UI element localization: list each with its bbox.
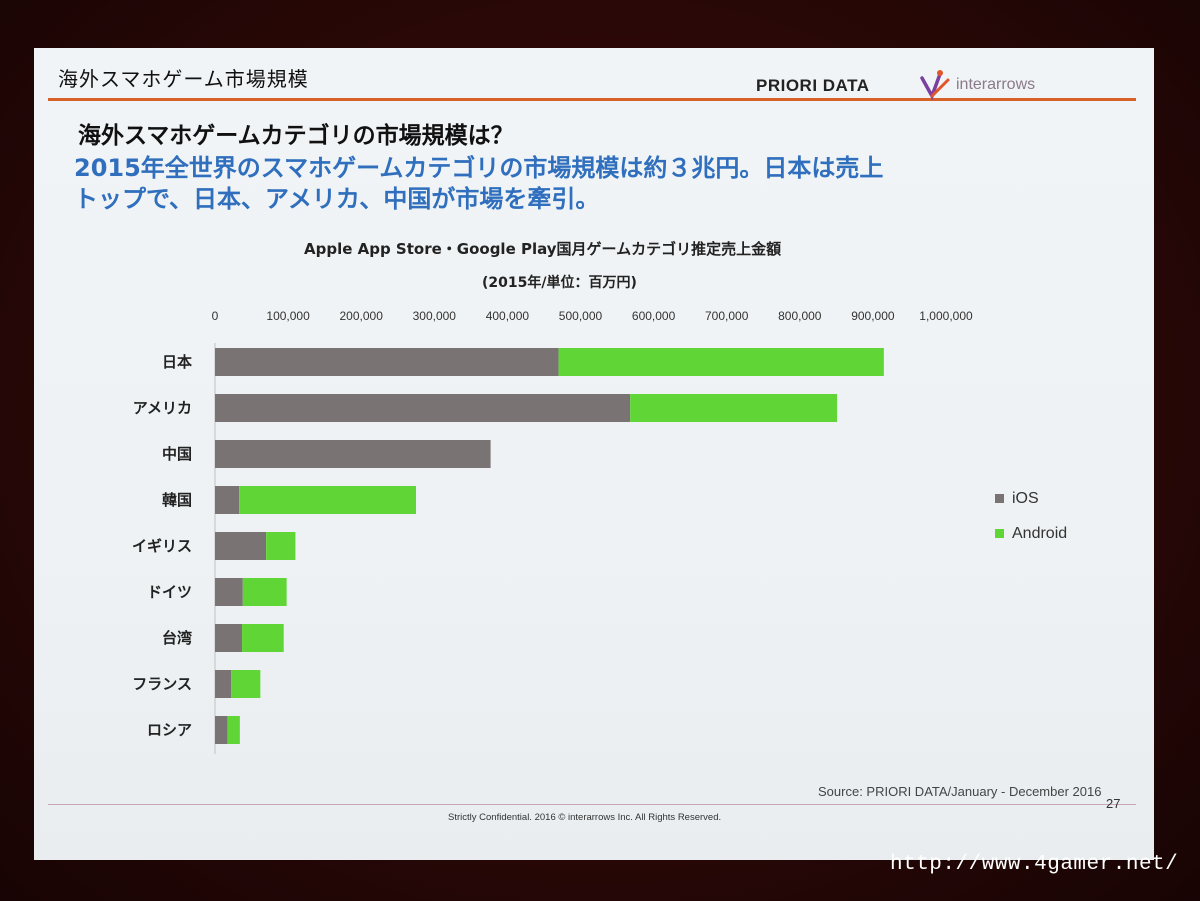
stacked-bar-chart: 0 100,000 200,000 300,000 400,000 500,000 600,…	[132, 309, 1067, 754]
legend-android-swatch	[995, 529, 1004, 538]
android-bar	[266, 532, 296, 560]
x-tick-label: 900,000	[851, 309, 895, 323]
category-label: 台湾	[162, 629, 192, 647]
legend-ios-swatch	[995, 494, 1004, 503]
legend-ios-label: iOS	[1012, 490, 1039, 507]
x-tick-label: 100,000	[266, 309, 310, 323]
android-bar	[630, 394, 838, 422]
ios-bar	[215, 578, 243, 606]
watermark-url: http://www.4gamer.net/	[890, 853, 1179, 876]
android-bar	[558, 348, 884, 376]
x-tick-label: 0	[212, 309, 219, 323]
confidential-notice: Strictly Confidential. 2016 © interarrow…	[448, 812, 722, 823]
interarrows-wordmark: interarrows	[956, 76, 1036, 93]
ios-bar	[215, 532, 267, 560]
android-bar	[239, 486, 417, 514]
android-bar	[227, 716, 240, 744]
source-note: Source: PRIORI DATA/January - December 2…	[818, 784, 1102, 799]
category-label: フランス	[132, 675, 192, 693]
slide-summary-line-2: トップで、日本、アメリカ、中国が市場を牽引。	[74, 185, 600, 213]
ios-bar	[215, 394, 631, 422]
slide-header-title: 海外スマホゲーム市場規模	[58, 67, 309, 91]
category-label: アメリカ	[133, 399, 192, 417]
slide-question-heading: 海外スマホゲームカテゴリの市場規模は？	[78, 123, 514, 149]
category-label: イギリス	[132, 537, 192, 555]
chart-title: Apple App Store・Google Play国月ゲームカテゴリ推定売上…	[304, 240, 782, 258]
ios-bar	[215, 486, 240, 514]
page-number: 27	[1106, 796, 1121, 811]
x-tick-label: 300,000	[413, 309, 457, 323]
x-tick-label: 1,000,000	[919, 309, 973, 323]
android-bar	[242, 624, 284, 652]
category-label: 日本	[162, 353, 192, 371]
x-tick-label: 700,000	[705, 309, 749, 323]
x-tick-label: 500,000	[559, 309, 603, 323]
category-label: 中国	[162, 445, 192, 463]
x-tick-label: 800,000	[778, 309, 822, 323]
x-tick-label: 400,000	[486, 309, 530, 323]
ios-bar	[215, 716, 228, 744]
x-tick-label: 200,000	[340, 309, 384, 323]
category-label: ドイツ	[147, 583, 192, 601]
x-tick-label: 600,000	[632, 309, 676, 323]
ios-bar	[215, 440, 491, 468]
ios-bar	[215, 624, 243, 652]
category-label: 韓国	[162, 491, 192, 509]
ios-bar	[215, 348, 559, 376]
interarrows-logo-icon	[918, 68, 952, 102]
chart-subtitle: (2015年/単位：百万円)	[482, 275, 637, 291]
header-divider	[48, 98, 1136, 101]
android-bar	[231, 670, 261, 698]
footer-divider	[48, 804, 1136, 805]
legend-android-label: Android	[1012, 525, 1067, 542]
slide-summary-line-1: 2015年全世界のスマホゲームカテゴリの市場規模は約３兆円。日本は売上	[74, 154, 884, 182]
ios-bar	[215, 670, 232, 698]
category-label: ロシア	[147, 721, 192, 739]
android-bar	[242, 578, 287, 606]
presentation-slide: 海外スマホゲーム市場規模 PRIORI DATA interarrows 海外ス…	[34, 48, 1154, 860]
priori-data-logo: PRIORI DATA	[756, 76, 870, 95]
